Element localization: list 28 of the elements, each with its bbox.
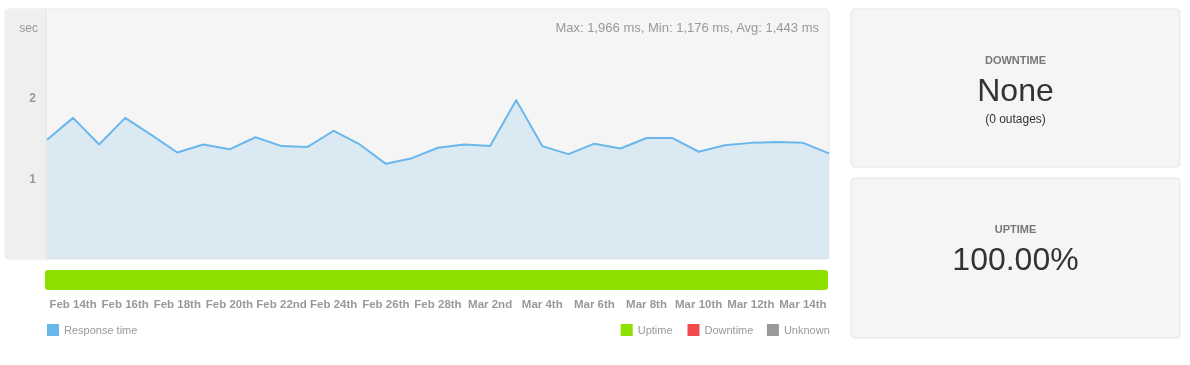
- x-tick-label: Mar 8th: [626, 298, 667, 310]
- x-tick-label: Mar 6th: [573, 298, 615, 310]
- x-tick-label: Mar 14th: [779, 298, 827, 310]
- x-tick-label: Feb 26th: [362, 298, 410, 310]
- legend-label: Uptime: [637, 323, 673, 336]
- legend-label: Response time: [64, 323, 138, 336]
- y-axis-title: sec: [19, 21, 38, 35]
- legend-label: Downtime: [704, 323, 754, 336]
- annotation: Max: 1,966 ms, Min: 1,176 ms, Avg: 1,443 ms: [555, 20, 820, 35]
- text: None: [977, 72, 1054, 108]
- x-tick-label: Mar 10th: [675, 298, 723, 310]
- x-tick-label: Feb 16th: [101, 298, 149, 310]
- text: DOWNTIME: [984, 54, 1047, 66]
- x-tick-label: Feb 28th: [414, 298, 462, 310]
- x-tick-label: Mar 12th: [727, 298, 775, 310]
- text: (0 outages): [985, 112, 1046, 126]
- x-tick-label: Feb 18th: [153, 298, 201, 310]
- x-tick-label: Feb 24th: [310, 298, 358, 310]
- legend-label: Unknown: [783, 323, 830, 336]
- text: 100.00%: [952, 241, 1079, 277]
- x-tick-label: Feb 22nd: [256, 298, 307, 310]
- x-tick-label: Feb 14th: [49, 298, 97, 310]
- y-tick-label: 2: [29, 90, 37, 105]
- x-tick-label: Feb 20th: [205, 298, 254, 310]
- text: UPTIME: [994, 223, 1037, 235]
- x-tick-label: Mar 2nd: [468, 298, 513, 310]
- x-tick-label: Mar 4th: [521, 298, 563, 310]
- y-tick-label: 1: [29, 171, 37, 186]
